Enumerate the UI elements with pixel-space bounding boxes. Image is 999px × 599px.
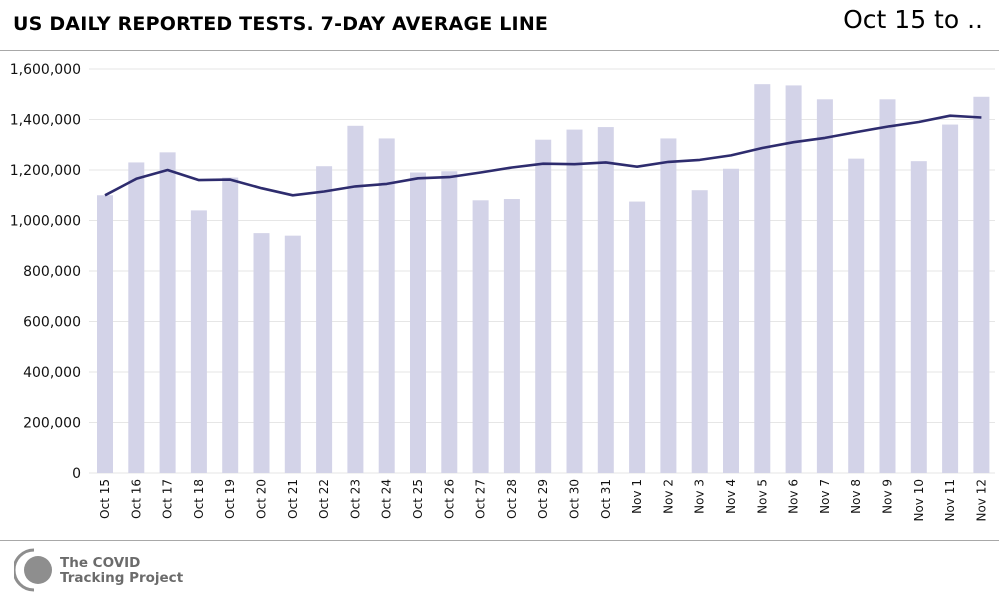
- x-tick-label: Nov 5: [755, 479, 769, 514]
- x-tick-label: Oct 21: [286, 479, 300, 519]
- footer-brand-line1: The COVID: [60, 555, 141, 571]
- x-tick-label: Oct 22: [317, 479, 331, 519]
- bar: [910, 161, 927, 473]
- x-tick-label: Oct 30: [568, 479, 582, 519]
- x-tick-label: Nov 11: [943, 479, 957, 522]
- y-axis-labels: 0 200,000 400,000 600,000 800,000 1,000,000 1,…: [10, 62, 81, 482]
- x-tick-label: Oct 24: [380, 479, 394, 519]
- bar: [347, 125, 364, 473]
- bar: [723, 168, 739, 474]
- x-tick-label: Nov 6: [787, 479, 801, 514]
- header-divider: [0, 50, 999, 51]
- x-tick-label: Oct 16: [129, 479, 143, 519]
- x-tick-label: Oct 23: [348, 479, 362, 519]
- x-tick-label: Nov 10: [912, 479, 926, 522]
- x-tick-label: Nov 7: [818, 479, 832, 514]
- footer-brand-line2: Tracking Project: [60, 570, 184, 586]
- x-tick-label: Oct 19: [223, 479, 237, 519]
- y-tick-label: 400,000: [23, 365, 81, 381]
- x-tick-label: Nov 12: [974, 479, 988, 522]
- bar: [879, 99, 896, 474]
- x-tick-label: Oct 28: [505, 479, 519, 519]
- bar: [284, 235, 301, 473]
- y-tick-label: 800,000: [23, 264, 81, 280]
- y-tick-label: 200,000: [23, 416, 81, 432]
- bar: [660, 138, 677, 473]
- footer-brand: The COVID Tracking Project: [60, 556, 183, 586]
- bar: [316, 166, 333, 473]
- chart-title: US DAILY REPORTED TESTS. 7-DAY AVERAGE L…: [13, 13, 549, 35]
- x-axis-labels: Oct 15 Oct 16 Oct 17 Oct 18 Oct 19 Oct 20 Oct …: [98, 479, 988, 522]
- bar: [128, 162, 145, 474]
- x-tick-label: Oct 18: [192, 479, 206, 519]
- bar: [785, 85, 802, 473]
- bar: [441, 171, 458, 473]
- footer-divider: [0, 540, 999, 541]
- bar: [848, 158, 865, 473]
- average-line-series: [104, 114, 982, 197]
- x-tick-label: Nov 8: [849, 479, 863, 514]
- bar: [535, 139, 552, 473]
- bar: [97, 195, 113, 473]
- bar-series: [97, 84, 990, 474]
- x-tick-label: Nov 3: [693, 479, 707, 514]
- x-tick-label: Oct 31: [599, 479, 613, 519]
- covid-tracking-logo-icon: [14, 548, 52, 592]
- x-tick-label: Oct 20: [255, 479, 269, 519]
- x-tick-label: Nov 2: [661, 479, 675, 514]
- x-tick-label: Oct 26: [442, 479, 456, 519]
- date-range-label: Oct 15 to ..: [843, 5, 983, 34]
- y-tick-label: 1,200,000: [10, 163, 81, 179]
- bar: [378, 138, 395, 473]
- bar: [942, 124, 959, 474]
- seven-day-average-line: [104, 114, 982, 197]
- bar: [253, 233, 270, 473]
- y-tick-label: 0: [72, 466, 81, 482]
- x-tick-label: Nov 4: [724, 479, 738, 514]
- bar: [472, 200, 489, 474]
- x-tick-label: Nov 9: [881, 479, 895, 514]
- x-tick-label: Oct 27: [474, 479, 488, 519]
- x-tick-label: Oct 29: [536, 479, 550, 519]
- y-tick-label: 600,000: [23, 315, 81, 331]
- bar: [566, 129, 583, 473]
- bar: [754, 84, 771, 474]
- x-tick-label: Nov 1: [630, 479, 644, 514]
- x-tick-label: Oct 15: [98, 479, 112, 519]
- bar: [159, 152, 176, 473]
- bar: [816, 99, 833, 474]
- bar: [973, 96, 990, 474]
- bar: [597, 127, 614, 473]
- x-tick-label: Oct 25: [411, 479, 425, 519]
- bar: [222, 177, 239, 473]
- y-tick-label: 1,000,000: [10, 214, 81, 230]
- grid-lines: [89, 68, 995, 474]
- y-tick-label: 1,600,000: [10, 62, 81, 78]
- bar: [629, 201, 646, 473]
- bar: [190, 210, 207, 473]
- bar: [410, 172, 426, 473]
- x-tick-label: Oct 17: [161, 479, 175, 519]
- y-tick-label: 1,400,000: [10, 113, 81, 129]
- chart-plot: 0 200,000 400,000 600,000 800,000 1,000,000 1,…: [10, 62, 995, 522]
- bar: [503, 199, 520, 473]
- bar: [691, 190, 708, 473]
